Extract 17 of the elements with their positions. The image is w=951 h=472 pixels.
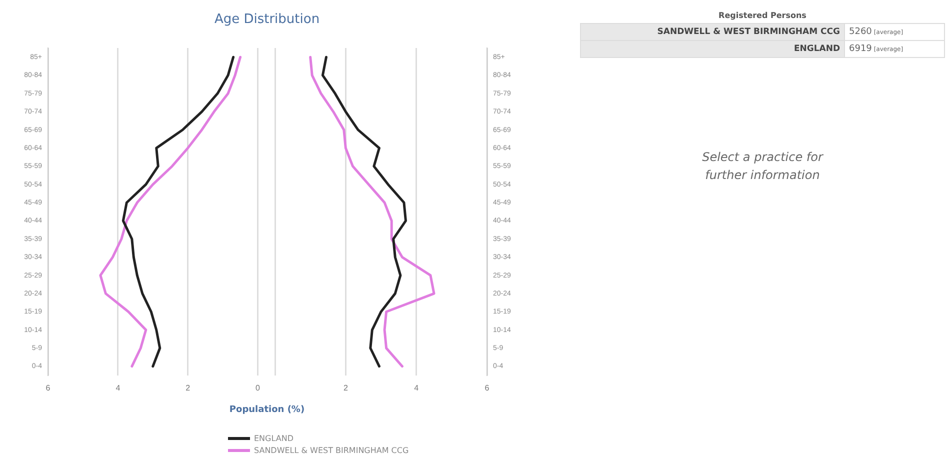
x-axis-title: Population (%) (229, 405, 305, 415)
category-label: SANDWELL & WEST BIRMINGHAM CCG (580, 24, 844, 40)
x-tick-label: 4 (116, 383, 121, 392)
legend-label: ENGLAND (254, 434, 294, 442)
category-label: ENGLAND (580, 40, 844, 58)
x-tick-label: 6 (46, 383, 51, 392)
legend-label: SANDWELL & WEST BIRMINGHAM CCG (254, 446, 409, 454)
x-tick-label: 0 (256, 383, 261, 392)
chart-title: Age Distribution (214, 12, 320, 27)
x-tick-label: 6 (484, 383, 490, 392)
text: Registered Persons (718, 11, 808, 20)
x-tick-label: 2 (343, 383, 348, 392)
text: Select a practice for further information (701, 149, 824, 184)
data-label: 5260 (849, 27, 872, 37)
data-label: 6919 (849, 44, 872, 54)
x-tick-label: 2 (186, 383, 191, 392)
x-tick-label: 4 (414, 383, 420, 392)
